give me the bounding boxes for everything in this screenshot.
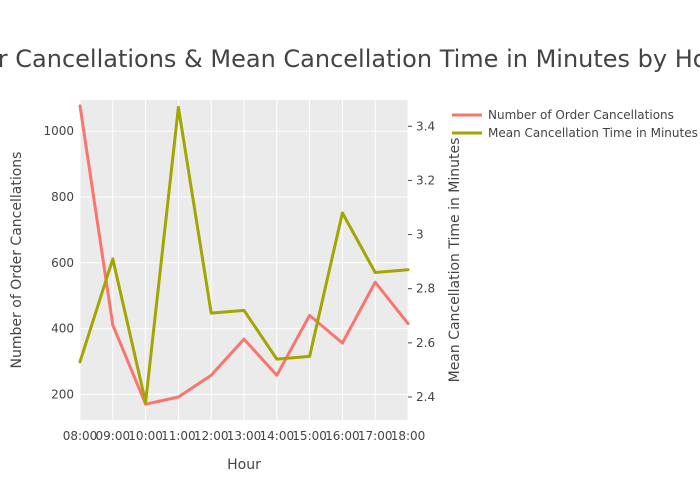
x-tick-label: 08:00 xyxy=(63,429,98,443)
x-axis-title: Hour xyxy=(227,457,261,473)
y-tick-label: 600 xyxy=(51,256,74,270)
y2-tick-label: 2.4 xyxy=(416,390,435,404)
series-line-1 xyxy=(78,104,410,406)
x-tick-label: 14:00 xyxy=(260,429,295,443)
series-line-2 xyxy=(78,105,410,404)
legend: Number of Order Cancellations Mean Cancel… xyxy=(452,108,698,140)
y-tick-label: 1000 xyxy=(43,124,74,138)
legend-label-2: Mean Cancellation Time in Minutes xyxy=(488,126,698,140)
y2-axis-title: Mean Cancellation Time in Minutes xyxy=(447,138,463,383)
y2-axis-ticks: 2.4 2.6 2.8 3 3.2 3.4 xyxy=(408,119,435,404)
y-axis-ticks: 200 400 600 800 1000 xyxy=(43,124,74,401)
x-tick-label: 11:00 xyxy=(161,429,196,443)
y-tick-label: 200 xyxy=(51,387,74,401)
y2-tick-label: 3.4 xyxy=(416,119,435,133)
x-tick-label: 13:00 xyxy=(227,429,262,443)
y2-tick-label: 2.6 xyxy=(416,336,435,350)
y2-tick-label: 2.8 xyxy=(416,282,435,296)
legend-label-1: Number of Order Cancellations xyxy=(488,108,674,122)
x-tick-label: 17:00 xyxy=(358,429,393,443)
series-lines xyxy=(78,104,410,406)
y-axis-title: Number of Order Cancellations xyxy=(9,152,25,369)
y2-tick-label: 3 xyxy=(416,228,424,242)
y-tick-label: 800 xyxy=(51,190,74,204)
x-tick-label: 18:00 xyxy=(391,429,426,443)
x-tick-label: 10:00 xyxy=(128,429,163,443)
gridlines xyxy=(79,100,409,420)
x-tick-label: 12:00 xyxy=(194,429,229,443)
y2-tick-label: 3.2 xyxy=(416,173,435,187)
x-tick-label: 09:00 xyxy=(96,429,131,443)
x-axis-ticks: 08:0009:0010:0011:0012:0013:0014:0015:00… xyxy=(63,429,426,443)
chart-title: Order Cancellations & Mean Cancellation … xyxy=(0,45,700,73)
y-tick-label: 400 xyxy=(51,322,74,336)
x-tick-label: 15:00 xyxy=(292,429,327,443)
x-tick-label: 16:00 xyxy=(325,429,360,443)
